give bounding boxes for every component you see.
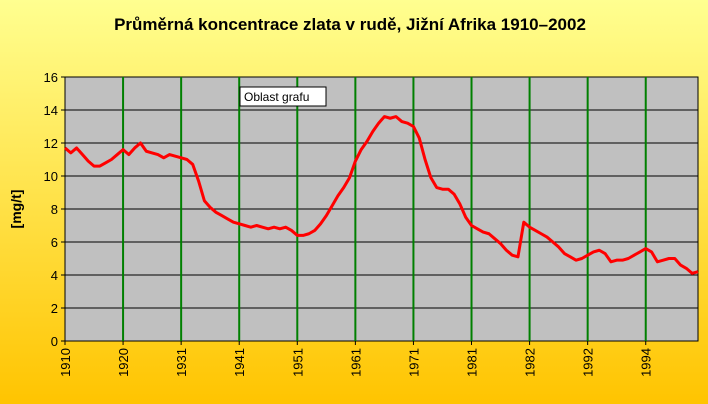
chart-title: Průměrná koncentrace zlata v rudě, Jižní… [114,15,586,34]
x-tick-label: 1920 [116,348,131,377]
y-tick-label: 12 [44,136,58,151]
marks [64,115,699,275]
y-axis-label: [mg/t] [8,190,24,229]
x-tick-label: 1951 [290,348,305,377]
y-tick-label: 8 [51,202,58,217]
x-tick-label: 1961 [348,348,363,377]
y-tick-label: 16 [44,70,58,85]
x-tick-label: 1981 [465,348,480,377]
x-tick-label: 1931 [174,348,189,377]
tooltip-box [239,86,327,107]
x-tick-label: 1971 [406,348,421,377]
y-tick-label: 6 [51,235,58,250]
y-tick-label: 14 [44,103,58,118]
data-line [64,115,699,275]
tooltip: Oblast grafu [244,90,309,104]
x-tick-label: 1982 [523,348,538,377]
y-tick-label: 0 [51,334,58,349]
labels: 0 2 4 6 8 10 12 14 16 1910 1920 1931 1941 1951 1961 197… [44,70,654,377]
y-tick-label: 10 [44,169,58,184]
x-tick-label: 1994 [639,348,654,377]
y-tick-label: 2 [51,301,58,316]
x-tick-label: 1992 [581,348,596,377]
y-tick-label: 4 [51,268,58,283]
x-tick-label: 1941 [232,348,247,377]
grid [61,76,698,345]
x-tick-label: 1910 [58,348,73,377]
